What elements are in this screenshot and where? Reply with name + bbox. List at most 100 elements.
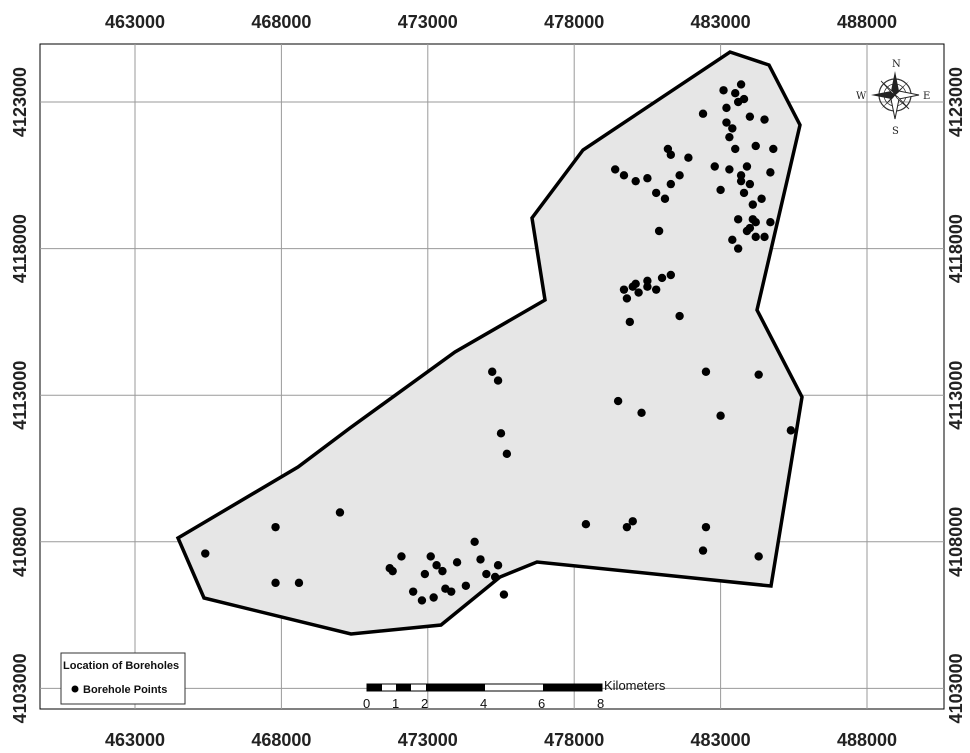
- legend-title: Location of Boreholes: [63, 660, 179, 672]
- borehole-point: [722, 103, 731, 113]
- borehole-point: [666, 270, 676, 280]
- x-tick-top: 473000: [398, 12, 458, 32]
- borehole-point: [731, 89, 740, 98]
- scale-tick-6: 6: [538, 696, 545, 711]
- borehole-point: [496, 429, 506, 438]
- borehole-point: [760, 115, 769, 124]
- study-area-boundary: [175, 50, 804, 636]
- x-tick-top: 478000: [544, 12, 604, 32]
- borehole-point: [766, 168, 775, 177]
- borehole-point: [502, 449, 512, 459]
- borehole-point: [643, 276, 652, 286]
- borehole-point: [736, 80, 746, 89]
- borehole-point: [631, 176, 640, 186]
- borehole-point: [470, 537, 479, 546]
- borehole-point: [625, 317, 635, 327]
- legend-item-label: Borehole Points: [83, 684, 167, 696]
- borehole-point: [733, 215, 743, 224]
- scale-tick-1: 1: [392, 696, 399, 711]
- borehole-point: [660, 194, 670, 203]
- scale-tick-0: 0: [363, 696, 370, 711]
- compass-n: N: [892, 59, 901, 70]
- borehole-point: [769, 144, 778, 154]
- borehole-point: [739, 94, 749, 104]
- y-tick-left: 4113000: [10, 361, 30, 430]
- borehole-point: [628, 517, 637, 526]
- borehole-point: [719, 86, 728, 95]
- borehole-point: [710, 162, 719, 171]
- borehole-point: [622, 294, 632, 303]
- borehole-point: [651, 188, 661, 198]
- x-tick-top: 483000: [691, 12, 751, 32]
- borehole-point: [748, 200, 758, 209]
- scale-tick-8: 8: [597, 696, 604, 711]
- borehole-point: [736, 176, 746, 186]
- borehole-point: [754, 552, 763, 561]
- borehole-point: [722, 118, 731, 127]
- borehole-point: [490, 572, 500, 582]
- borehole-point: [698, 546, 708, 555]
- borehole-point: [760, 232, 769, 242]
- borehole-point: [643, 282, 652, 291]
- borehole-point: [701, 367, 711, 376]
- x-tick-bottom: 483000: [691, 730, 751, 750]
- borehole-point: [675, 311, 684, 321]
- borehole-point: [461, 581, 471, 590]
- borehole-point: [499, 590, 509, 599]
- x-tick-bottom: 478000: [544, 730, 604, 750]
- borehole-point: [429, 593, 438, 602]
- borehole-point: [493, 376, 503, 385]
- borehole-point: [739, 188, 749, 198]
- borehole-point: [745, 112, 755, 121]
- x-tick-top: 463000: [105, 12, 165, 32]
- y-tick-left: 4118000: [10, 214, 30, 283]
- x-tick-bottom: 468000: [251, 730, 311, 750]
- borehole-points: [201, 80, 796, 605]
- borehole-point: [438, 566, 447, 576]
- borehole-point: [581, 520, 591, 529]
- borehole-point: [716, 185, 725, 195]
- borehole-point: [482, 569, 491, 579]
- borehole-point: [447, 587, 456, 596]
- x-tick-bottom: 473000: [398, 730, 458, 750]
- borehole-point: [716, 411, 725, 420]
- borehole-point: [432, 561, 441, 570]
- borehole-point: [488, 367, 497, 376]
- borehole-point: [725, 165, 734, 174]
- scale-tick-4: 4: [480, 696, 487, 711]
- scale-bar: Kilometers 0 1 2 4 6 8: [363, 678, 666, 711]
- borehole-point: [733, 244, 743, 253]
- borehole-point: [698, 109, 708, 118]
- borehole-point: [701, 522, 711, 532]
- borehole-point: [684, 153, 693, 162]
- borehole-point: [397, 552, 406, 561]
- borehole-point: [619, 285, 629, 294]
- y-tick-right: 4118000: [946, 214, 966, 283]
- y-tick-right: 4123000: [946, 67, 966, 137]
- borehole-point: [751, 232, 760, 242]
- borehole-point: [654, 226, 664, 236]
- borehole-point: [426, 552, 435, 561]
- borehole-point: [728, 124, 737, 133]
- borehole-point: [657, 273, 667, 283]
- y-tick-left: 4103000: [10, 653, 30, 723]
- borehole-point: [751, 218, 760, 227]
- borehole-point: [271, 522, 280, 532]
- y-tick-right: 4103000: [946, 653, 966, 723]
- borehole-point: [417, 596, 427, 605]
- compass-s: S: [892, 126, 899, 137]
- compass-e: E: [923, 91, 930, 102]
- compass-rose-icon: N S E W: [856, 59, 930, 137]
- borehole-point: [742, 162, 752, 171]
- borehole-point: [757, 194, 766, 203]
- borehole-point: [643, 174, 652, 183]
- borehole-point: [420, 569, 430, 579]
- borehole-point: [751, 141, 760, 151]
- borehole-point: [745, 179, 755, 189]
- borehole-point: [201, 549, 210, 558]
- borehole-point: [408, 587, 418, 596]
- borehole-point: [622, 522, 632, 532]
- axis-tick-labels: 463000 463000 468000 468000 473000 473000 4780…: [10, 12, 966, 750]
- borehole-point: [619, 171, 629, 180]
